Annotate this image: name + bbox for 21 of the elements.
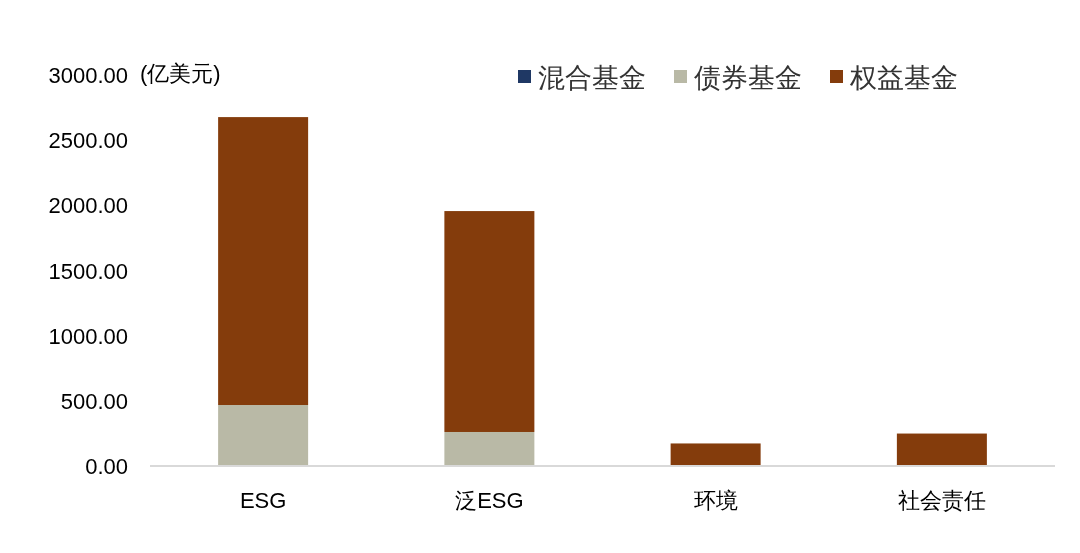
y-tick-label: 500.00	[60, 388, 128, 414]
y-tick-label: 1500.00	[48, 258, 128, 284]
x-tick-label: 环境	[693, 488, 738, 513]
bar	[218, 405, 309, 466]
x-tick-label: 社会责任	[897, 488, 986, 513]
bar	[670, 443, 761, 466]
bar	[444, 211, 535, 432]
legend-label: 权益基金	[849, 63, 958, 93]
legend-label: 债券基金	[694, 63, 802, 93]
bar	[218, 117, 309, 405]
bar	[896, 433, 987, 466]
bar	[444, 431, 535, 466]
legend-label: 混合基金	[538, 63, 646, 93]
y-tick-label: 2000.00	[48, 193, 128, 219]
y-tick-label: 2500.00	[48, 128, 128, 154]
x-tick-label: ESG	[239, 488, 287, 513]
y-axis-title: (亿美元)	[140, 61, 221, 86]
y-tick-label: 1000.00	[48, 323, 128, 349]
y-tick-label: 3000.00	[48, 63, 128, 88]
x-tick-label: 泛ESG	[455, 488, 524, 513]
y-tick-label: 0.00	[85, 454, 128, 479]
